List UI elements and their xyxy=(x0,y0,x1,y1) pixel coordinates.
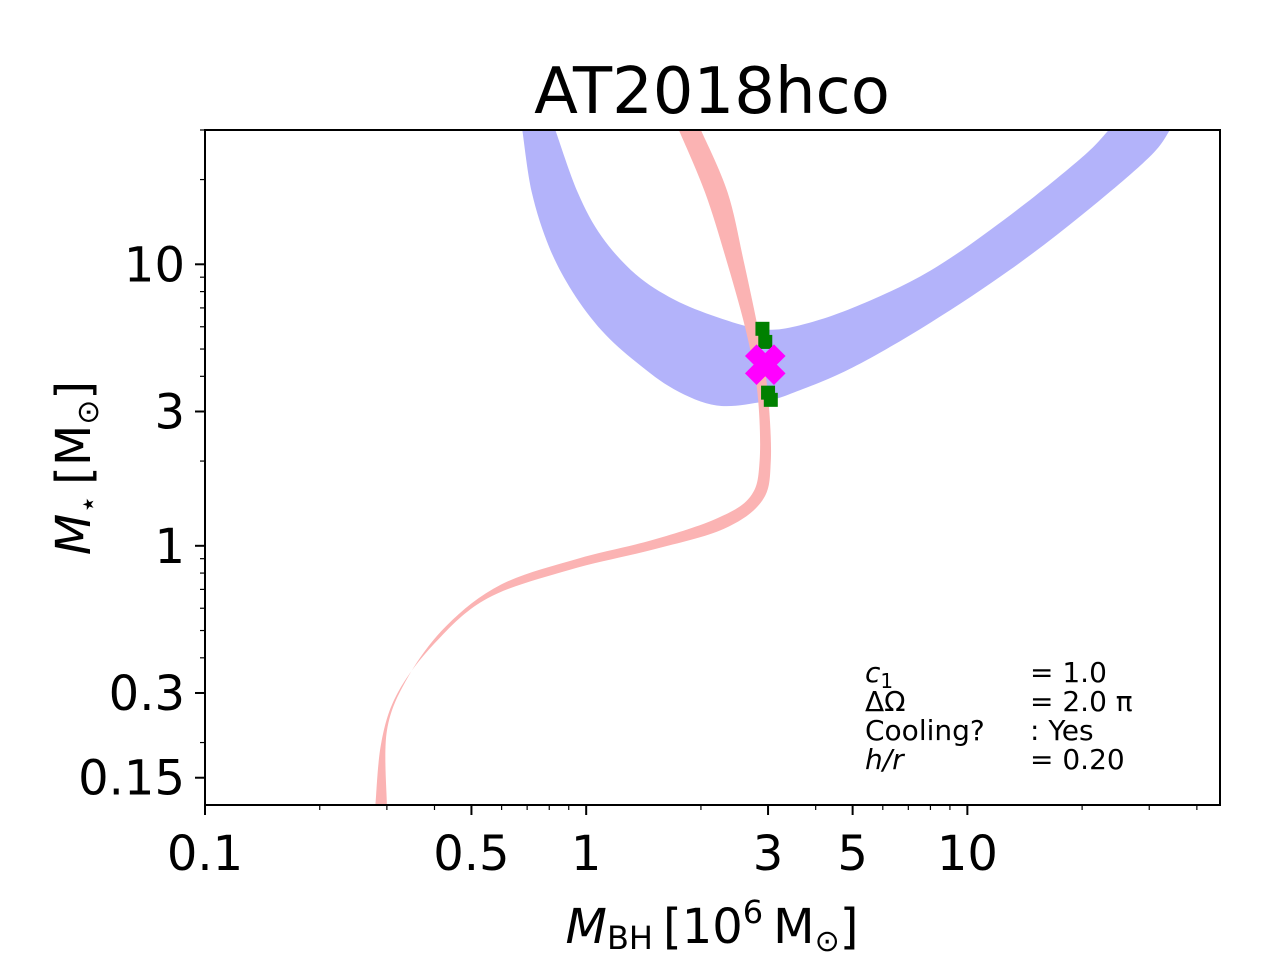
y-tick-label: 3 xyxy=(154,384,185,440)
x-tick-label: 3 xyxy=(753,826,784,882)
bands-layer xyxy=(375,130,1170,805)
x-tick-label: 0.5 xyxy=(433,826,509,882)
y-axis-label: M⋆[M⊙] xyxy=(46,381,106,555)
annotation-key: c1 xyxy=(865,656,893,693)
sun-symbol: ⊙ xyxy=(71,400,106,425)
chart-title: AT2018hco xyxy=(534,55,890,129)
y-tick-label: 10 xyxy=(124,237,185,293)
scatter-point-0 xyxy=(755,321,770,336)
annotation-key: ΔΩ xyxy=(865,685,906,718)
plot-frame xyxy=(204,129,1221,806)
best-fit-group xyxy=(744,344,786,385)
annotation-key: h/r xyxy=(865,743,905,776)
y-tick-label: 1 xyxy=(154,519,185,575)
annotation-value: = 1.0 xyxy=(1030,656,1107,689)
annotation-value: = 2.0 π xyxy=(1030,685,1133,718)
x-tick-label: 10 xyxy=(937,826,998,882)
x-axis-label: MBH [106 M⊙] xyxy=(566,893,859,959)
x-tick-label: 0.1 xyxy=(167,826,243,882)
annotation-value: = 0.20 xyxy=(1030,743,1125,776)
y-tick-label: 0.15 xyxy=(78,751,185,807)
best-fit-marker xyxy=(744,344,786,385)
x-tick-label: 1 xyxy=(571,826,602,882)
annotation-box: c1 = 1.0 ΔΩ = 2.0 π Cooling? : Yes h/r = 0.20 xyxy=(865,656,1133,776)
band-series-0 xyxy=(522,130,1170,407)
x-tick-label: 5 xyxy=(837,826,868,882)
sun-symbol: ⊙ xyxy=(815,924,840,959)
scatter-point-1 xyxy=(758,334,773,349)
scatter-point-3 xyxy=(763,392,778,407)
points-layer xyxy=(744,321,786,407)
annotation-value: : Yes xyxy=(1030,714,1094,747)
y-tick-label: 0.3 xyxy=(109,666,185,722)
annotation-key: Cooling? xyxy=(865,714,985,747)
